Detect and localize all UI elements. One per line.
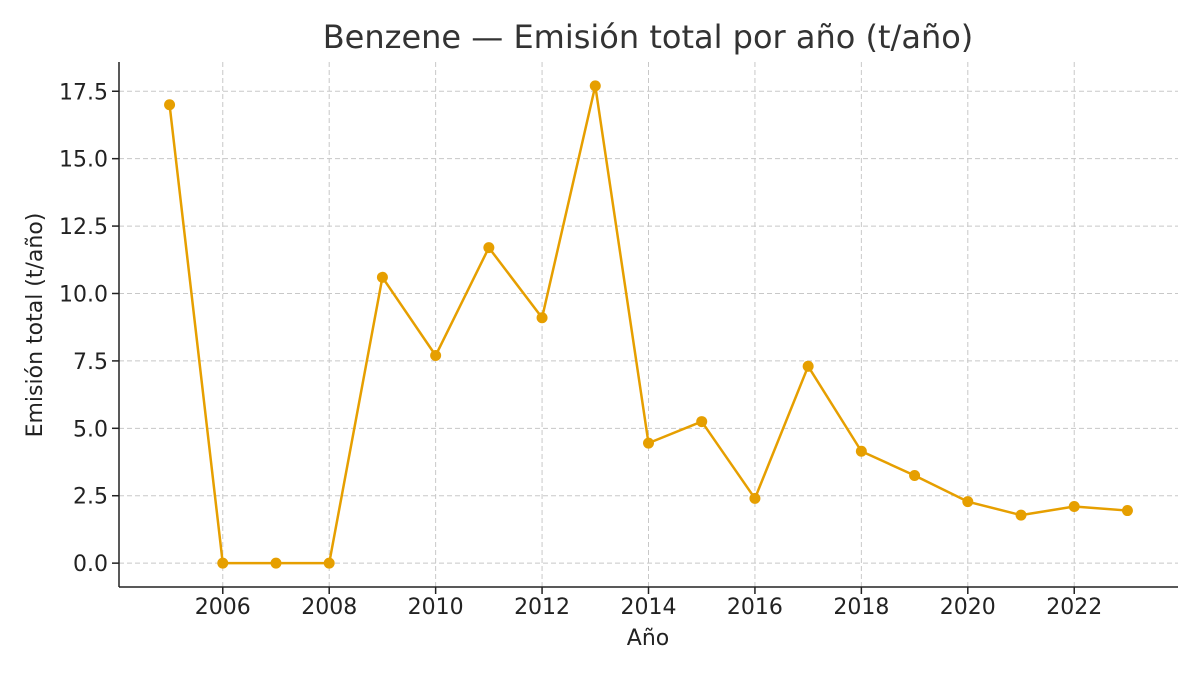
data-point (696, 416, 708, 428)
x-tick-label: 2010 (408, 595, 464, 620)
data-point (164, 99, 176, 111)
data-point (749, 492, 761, 504)
chart-title: Benzene — Emisión total por año (t/año) (323, 18, 974, 56)
x-axis-ticks: 2006 2008 2010 2012 2014 2016 2018 2020 2022 (195, 587, 1102, 620)
axes (118, 62, 1178, 588)
y-tick-label: 12.5 (59, 215, 108, 240)
x-tick-label: 2012 (514, 595, 570, 620)
y-tick-label: 7.5 (73, 350, 108, 375)
x-tick-label: 2022 (1046, 595, 1102, 620)
data-point (643, 437, 654, 449)
y-tick-label: 10.0 (59, 282, 108, 307)
data-point (589, 80, 601, 92)
x-tick-label: 2006 (195, 595, 251, 620)
data-point (1121, 505, 1133, 517)
data-point (1015, 509, 1027, 521)
data-point (855, 445, 867, 457)
x-tick-label: 2016 (727, 595, 783, 620)
y-axis-label: Emisión total (t/año) (23, 213, 48, 438)
data-point (270, 557, 282, 569)
y-tick-label: 0.0 (73, 552, 108, 577)
data-point (909, 470, 921, 481)
x-axis-label: Año (627, 626, 669, 651)
data-point (430, 350, 442, 362)
grid-lines (119, 62, 1178, 587)
x-tick-label: 2020 (940, 595, 996, 620)
data-point (962, 496, 974, 508)
y-tick-label: 5.0 (73, 417, 108, 442)
y-tick-label: 17.5 (59, 80, 108, 105)
series-line (168, 84, 1128, 565)
x-tick-label: 2014 (621, 595, 677, 620)
data-point (802, 360, 814, 372)
data-point (323, 557, 335, 569)
series-layer (164, 80, 1133, 569)
data-point (1068, 501, 1080, 513)
y-tick-label: 2.5 (73, 485, 108, 510)
x-tick-label: 2018 (833, 595, 889, 620)
x-tick-label: 2008 (301, 595, 357, 620)
data-point (536, 312, 548, 324)
data-point (376, 271, 388, 283)
data-point (483, 242, 495, 254)
y-axis-ticks: 0.0 2.5 5.0 7.5 10.0 12.5 15.0 17.5 (59, 80, 119, 577)
y-tick-label: 15.0 (59, 148, 108, 173)
data-point (217, 557, 229, 569)
